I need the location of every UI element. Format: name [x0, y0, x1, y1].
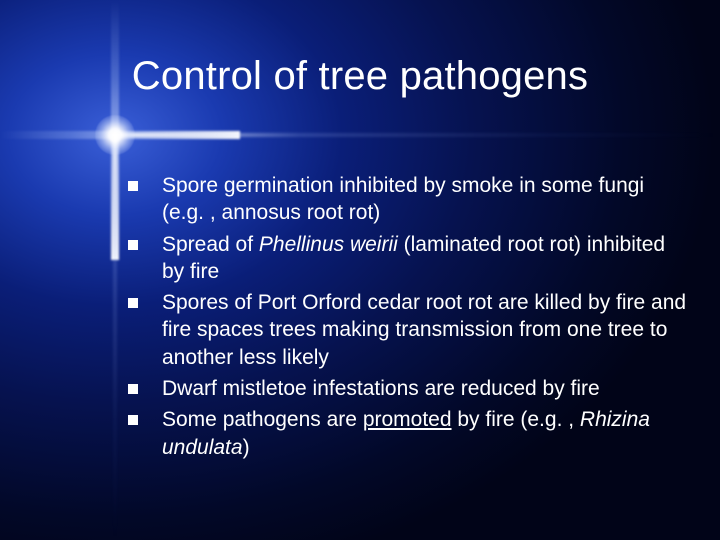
text-segment: by fire (e.g. ,: [452, 408, 580, 431]
lens-flare-horizontal-fade: [120, 133, 720, 137]
bullet-marker-icon: [128, 298, 138, 308]
bullet-text: Dwarf mistletoe infestations are reduced…: [162, 375, 600, 402]
bullet-marker-icon: [128, 240, 138, 250]
bullet-marker-icon: [128, 181, 138, 191]
bullet-text: Spread of Phellinus weirii (laminated ro…: [162, 231, 688, 286]
bullet-text: Spores of Port Orford cedar root rot are…: [162, 289, 688, 371]
bullet-list: Spore germination inhibited by smoke in …: [128, 172, 688, 465]
text-segment: Some pathogens are: [162, 408, 363, 431]
text-segment: Phellinus weirii: [259, 233, 398, 256]
lens-flare-core: [95, 115, 135, 155]
text-segment: Spore germination inhibited by smoke in …: [162, 174, 644, 224]
bullet-item: Some pathogens are promoted by fire (e.g…: [128, 406, 688, 461]
lens-flare-vertical: [111, 0, 119, 260]
slide: Control of tree pathogens Spore germinat…: [0, 0, 720, 540]
text-segment: Spores of Port Orford cedar root rot are…: [162, 291, 686, 369]
bullet-text: Spore germination inhibited by smoke in …: [162, 172, 688, 227]
text-segment: Spread of: [162, 233, 259, 256]
text-segment: ): [243, 436, 250, 459]
text-segment: promoted: [363, 408, 452, 431]
slide-title: Control of tree pathogens: [0, 54, 720, 99]
text-segment: Dwarf mistletoe infestations are reduced…: [162, 377, 600, 400]
bullet-item: Spread of Phellinus weirii (laminated ro…: [128, 231, 688, 286]
bullet-marker-icon: [128, 384, 138, 394]
lens-flare-horizontal: [0, 131, 240, 139]
bullet-item: Spores of Port Orford cedar root rot are…: [128, 289, 688, 371]
bullet-item: Spore germination inhibited by smoke in …: [128, 172, 688, 227]
bullet-marker-icon: [128, 415, 138, 425]
bullet-item: Dwarf mistletoe infestations are reduced…: [128, 375, 688, 402]
lens-flare-vertical-fade: [113, 135, 117, 540]
bullet-text: Some pathogens are promoted by fire (e.g…: [162, 406, 688, 461]
